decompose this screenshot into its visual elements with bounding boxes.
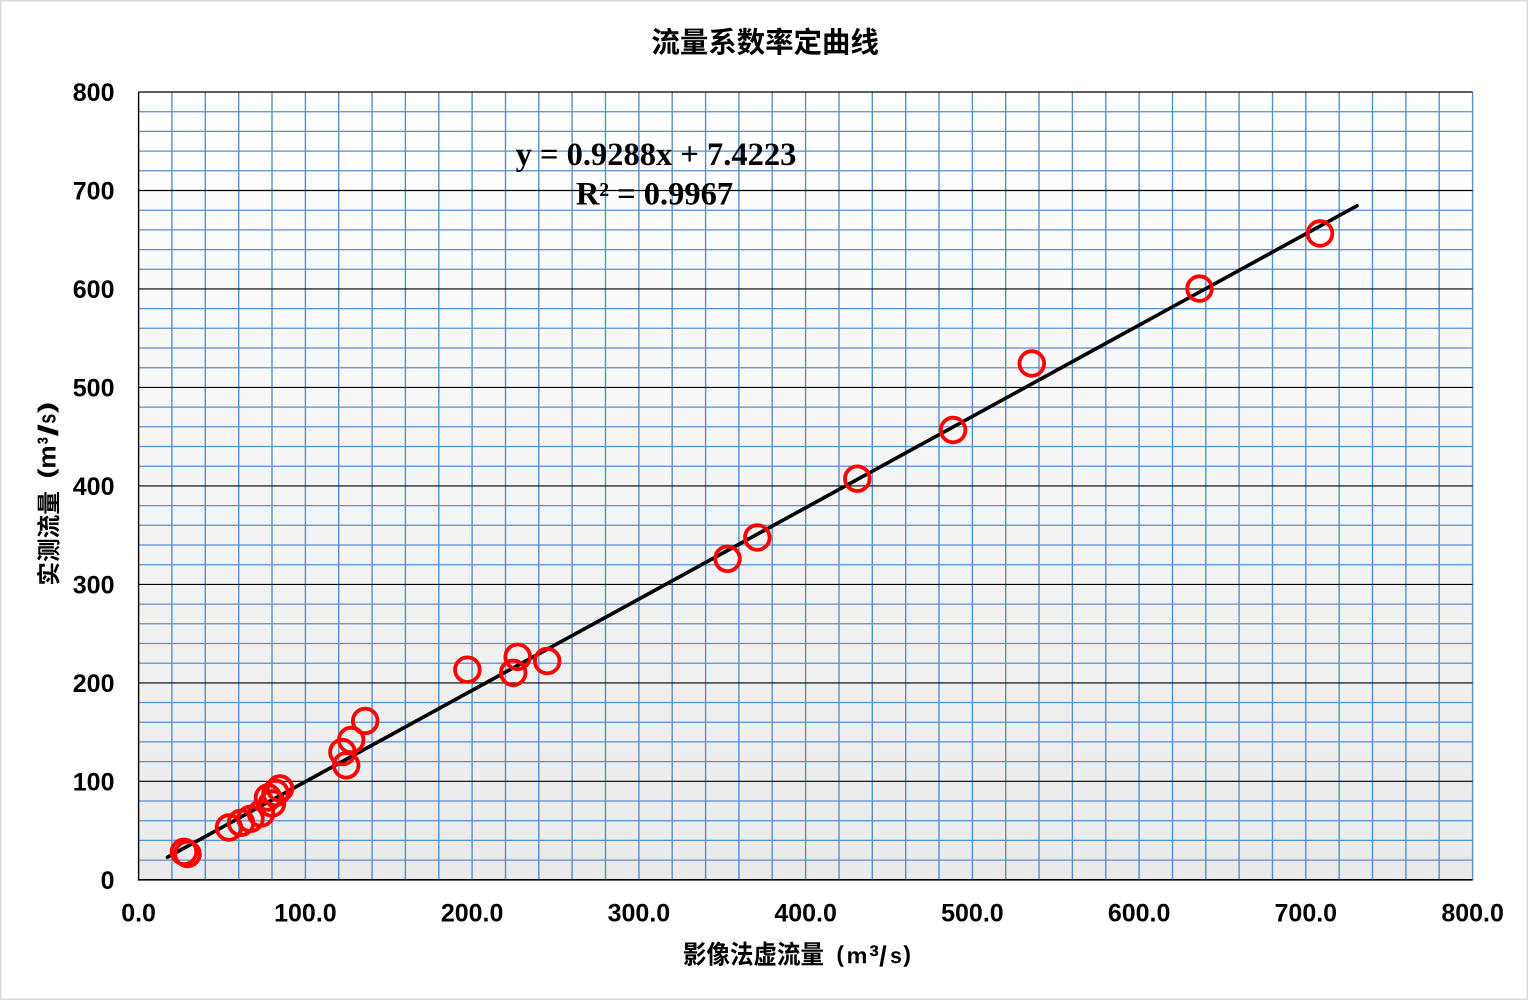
svg-text:800.0: 800.0 [1441, 900, 1504, 928]
svg-text:0.0: 0.0 [121, 900, 156, 928]
svg-text:400.0: 400.0 [774, 900, 837, 928]
svg-text:y = 0.9288x + 7.4223: y = 0.9288x + 7.4223 [516, 137, 797, 173]
svg-text:500: 500 [73, 374, 115, 402]
svg-text:600.0: 600.0 [1108, 900, 1171, 928]
svg-text:100: 100 [73, 768, 115, 796]
svg-text:200: 200 [73, 670, 115, 698]
svg-text:400: 400 [73, 473, 115, 501]
svg-text:600: 600 [73, 276, 115, 304]
svg-text:R² = 0.9967: R² = 0.9967 [576, 177, 733, 213]
svg-text:100.0: 100.0 [274, 900, 337, 928]
svg-text:0: 0 [101, 867, 115, 895]
svg-text:200.0: 200.0 [441, 900, 504, 928]
svg-text:700: 700 [73, 178, 115, 206]
svg-text:500.0: 500.0 [941, 900, 1004, 928]
svg-text:300.0: 300.0 [608, 900, 671, 928]
svg-text:700.0: 700.0 [1275, 900, 1338, 928]
svg-text:800: 800 [73, 79, 115, 107]
svg-text:300: 300 [73, 571, 115, 599]
